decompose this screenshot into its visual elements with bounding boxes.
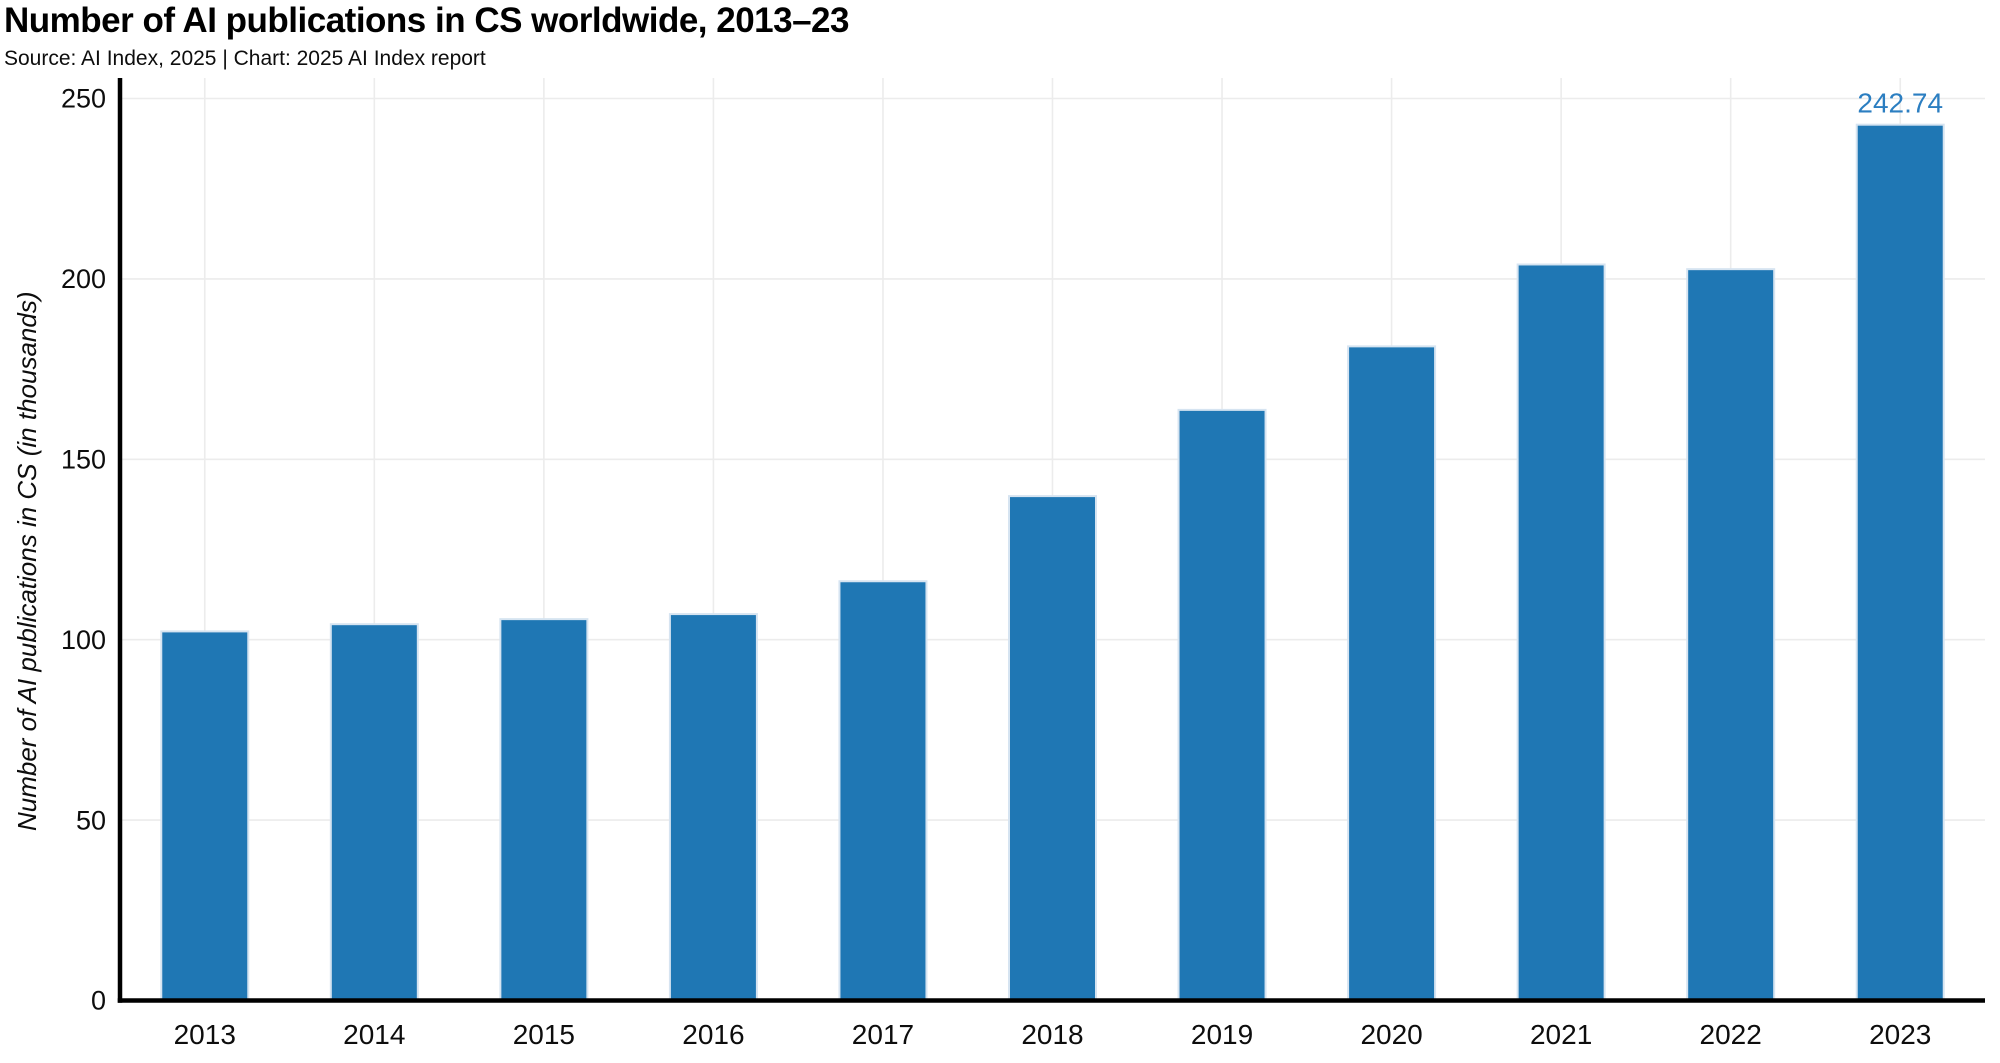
x-tick-label-2017: 2017 [852, 1019, 914, 1050]
bar-2016 [668, 613, 758, 1002]
y-tick-label-0: 0 [91, 986, 106, 1016]
y-tick-label-150: 150 [61, 444, 106, 474]
y-tick-label-50: 50 [76, 805, 106, 835]
y-tick-label-250: 250 [61, 84, 106, 114]
y-tick-label-200: 200 [61, 264, 106, 294]
chart-source-line: Source: AI Index, 2025 | Chart: 2025 AI … [4, 47, 486, 70]
x-tick-label-2014: 2014 [343, 1019, 405, 1050]
bar-2020 [1347, 345, 1437, 1002]
x-tick-label-2016: 2016 [682, 1019, 744, 1050]
bar-2022 [1686, 268, 1776, 1002]
x-tick-label-2015: 2015 [513, 1019, 575, 1050]
x-tick-label-2023: 2023 [1869, 1019, 1931, 1050]
x-tick-label-2018: 2018 [1021, 1019, 1083, 1050]
chart-title: Number of AI publications in CS worldwid… [4, 1, 850, 40]
y-axis-title: Number of AI publications in CS (in thou… [12, 291, 42, 831]
bar-2013 [160, 630, 250, 1002]
bar-2014 [329, 623, 419, 1002]
x-tick-label-2020: 2020 [1360, 1019, 1422, 1050]
x-tick-label-2021: 2021 [1530, 1019, 1592, 1050]
value-label-2023: 242.74 [1857, 88, 1943, 119]
bar-2023 [1855, 123, 1945, 1002]
x-tick-label-2019: 2019 [1191, 1019, 1253, 1050]
bar-2017 [838, 580, 928, 1002]
bar-2019 [1177, 408, 1267, 1002]
bar-2015 [499, 618, 589, 1002]
bar-2018 [1008, 495, 1097, 1002]
x-tick-label-2013: 2013 [174, 1019, 236, 1050]
y-tick-label-100: 100 [61, 625, 106, 655]
x-tick-label-2022: 2022 [1700, 1019, 1762, 1050]
chart-header: Number of AI publications in CS worldwid… [4, 0, 850, 71]
bar-2021 [1516, 263, 1606, 1002]
